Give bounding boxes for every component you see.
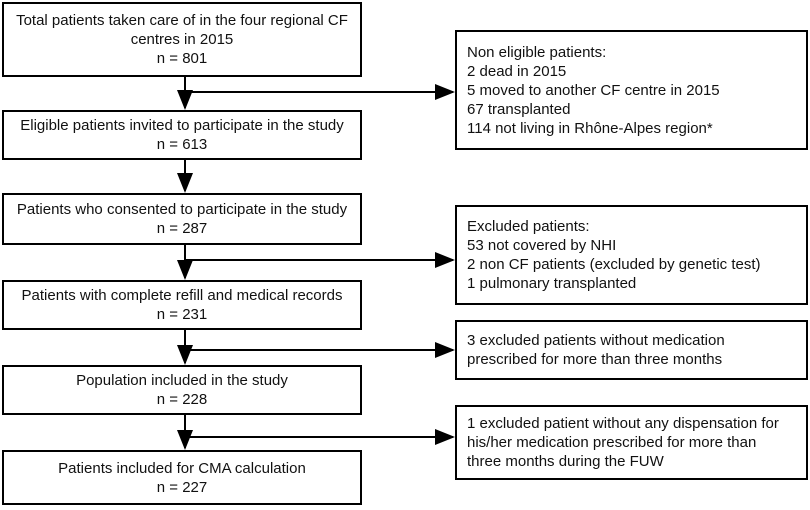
exclusion-box: 1 excluded patient without any dispensat…: [455, 405, 808, 480]
box-text: 1 pulmonary transplanted: [467, 275, 637, 292]
box-text: Total patients taken care of in the four…: [16, 12, 348, 29]
box-text: 67 transplanted: [467, 100, 571, 118]
flow-box: Total patients taken care of in the four…: [2, 2, 362, 77]
box-text: n = 231: [156, 306, 208, 323]
box-text: Non eligible patients:: [467, 43, 607, 61]
box-text: three months during the FUW: [467, 453, 664, 470]
box-text: his/her medication prescribed for more t…: [467, 434, 757, 451]
box-text: 114 not living in Rhône-Alpes region*: [467, 119, 713, 137]
box-text: 1 excluded patient without any dispensat…: [467, 415, 779, 432]
exclusion-box: Non eligible patients: 2 dead in 2015 5 mo…: [455, 30, 808, 150]
flow-box: Patients with complete refill and medica…: [2, 280, 362, 330]
box-text: Patients who consented to participate in…: [16, 201, 348, 218]
box-text: centres in 2015: [130, 31, 234, 48]
exclusion-box: 3 excluded patients without medication pr…: [455, 320, 808, 380]
box-text: n = 801: [156, 50, 208, 67]
box-text: Eligible patients invited to participate…: [20, 117, 344, 134]
box-text: 2 dead in 2015: [467, 62, 567, 80]
flow-box: Eligible patients invited to participate…: [2, 110, 362, 160]
flow-box: Patients who consented to participate in…: [2, 193, 362, 245]
box-text: n = 613: [156, 136, 208, 153]
box-text: 2 non CF patients (excluded by genetic t…: [467, 256, 761, 273]
box-text: 5 moved to another CF centre in 2015: [467, 81, 720, 99]
box-text: Population included in the study: [76, 372, 288, 389]
box-text: n = 228: [156, 391, 208, 408]
box-text: n = 287: [156, 220, 208, 237]
flow-box: Patients included for CMA calculation n =…: [2, 450, 362, 505]
box-text: Patients included for CMA calculation: [58, 459, 306, 477]
exclusion-box: Excluded patients: 53 not covered by NHI 2…: [455, 205, 808, 305]
box-text: 3 excluded patients without medication: [467, 332, 725, 349]
box-text: Patients with complete refill and medica…: [21, 287, 343, 304]
flow-box: Population included in the study n = 228: [2, 365, 362, 415]
box-text: Excluded patients:: [467, 218, 590, 235]
box-text: 53 not covered by NHI: [467, 237, 617, 254]
box-text: n = 227: [156, 478, 208, 496]
box-text: prescribed for more than three months: [467, 351, 723, 368]
